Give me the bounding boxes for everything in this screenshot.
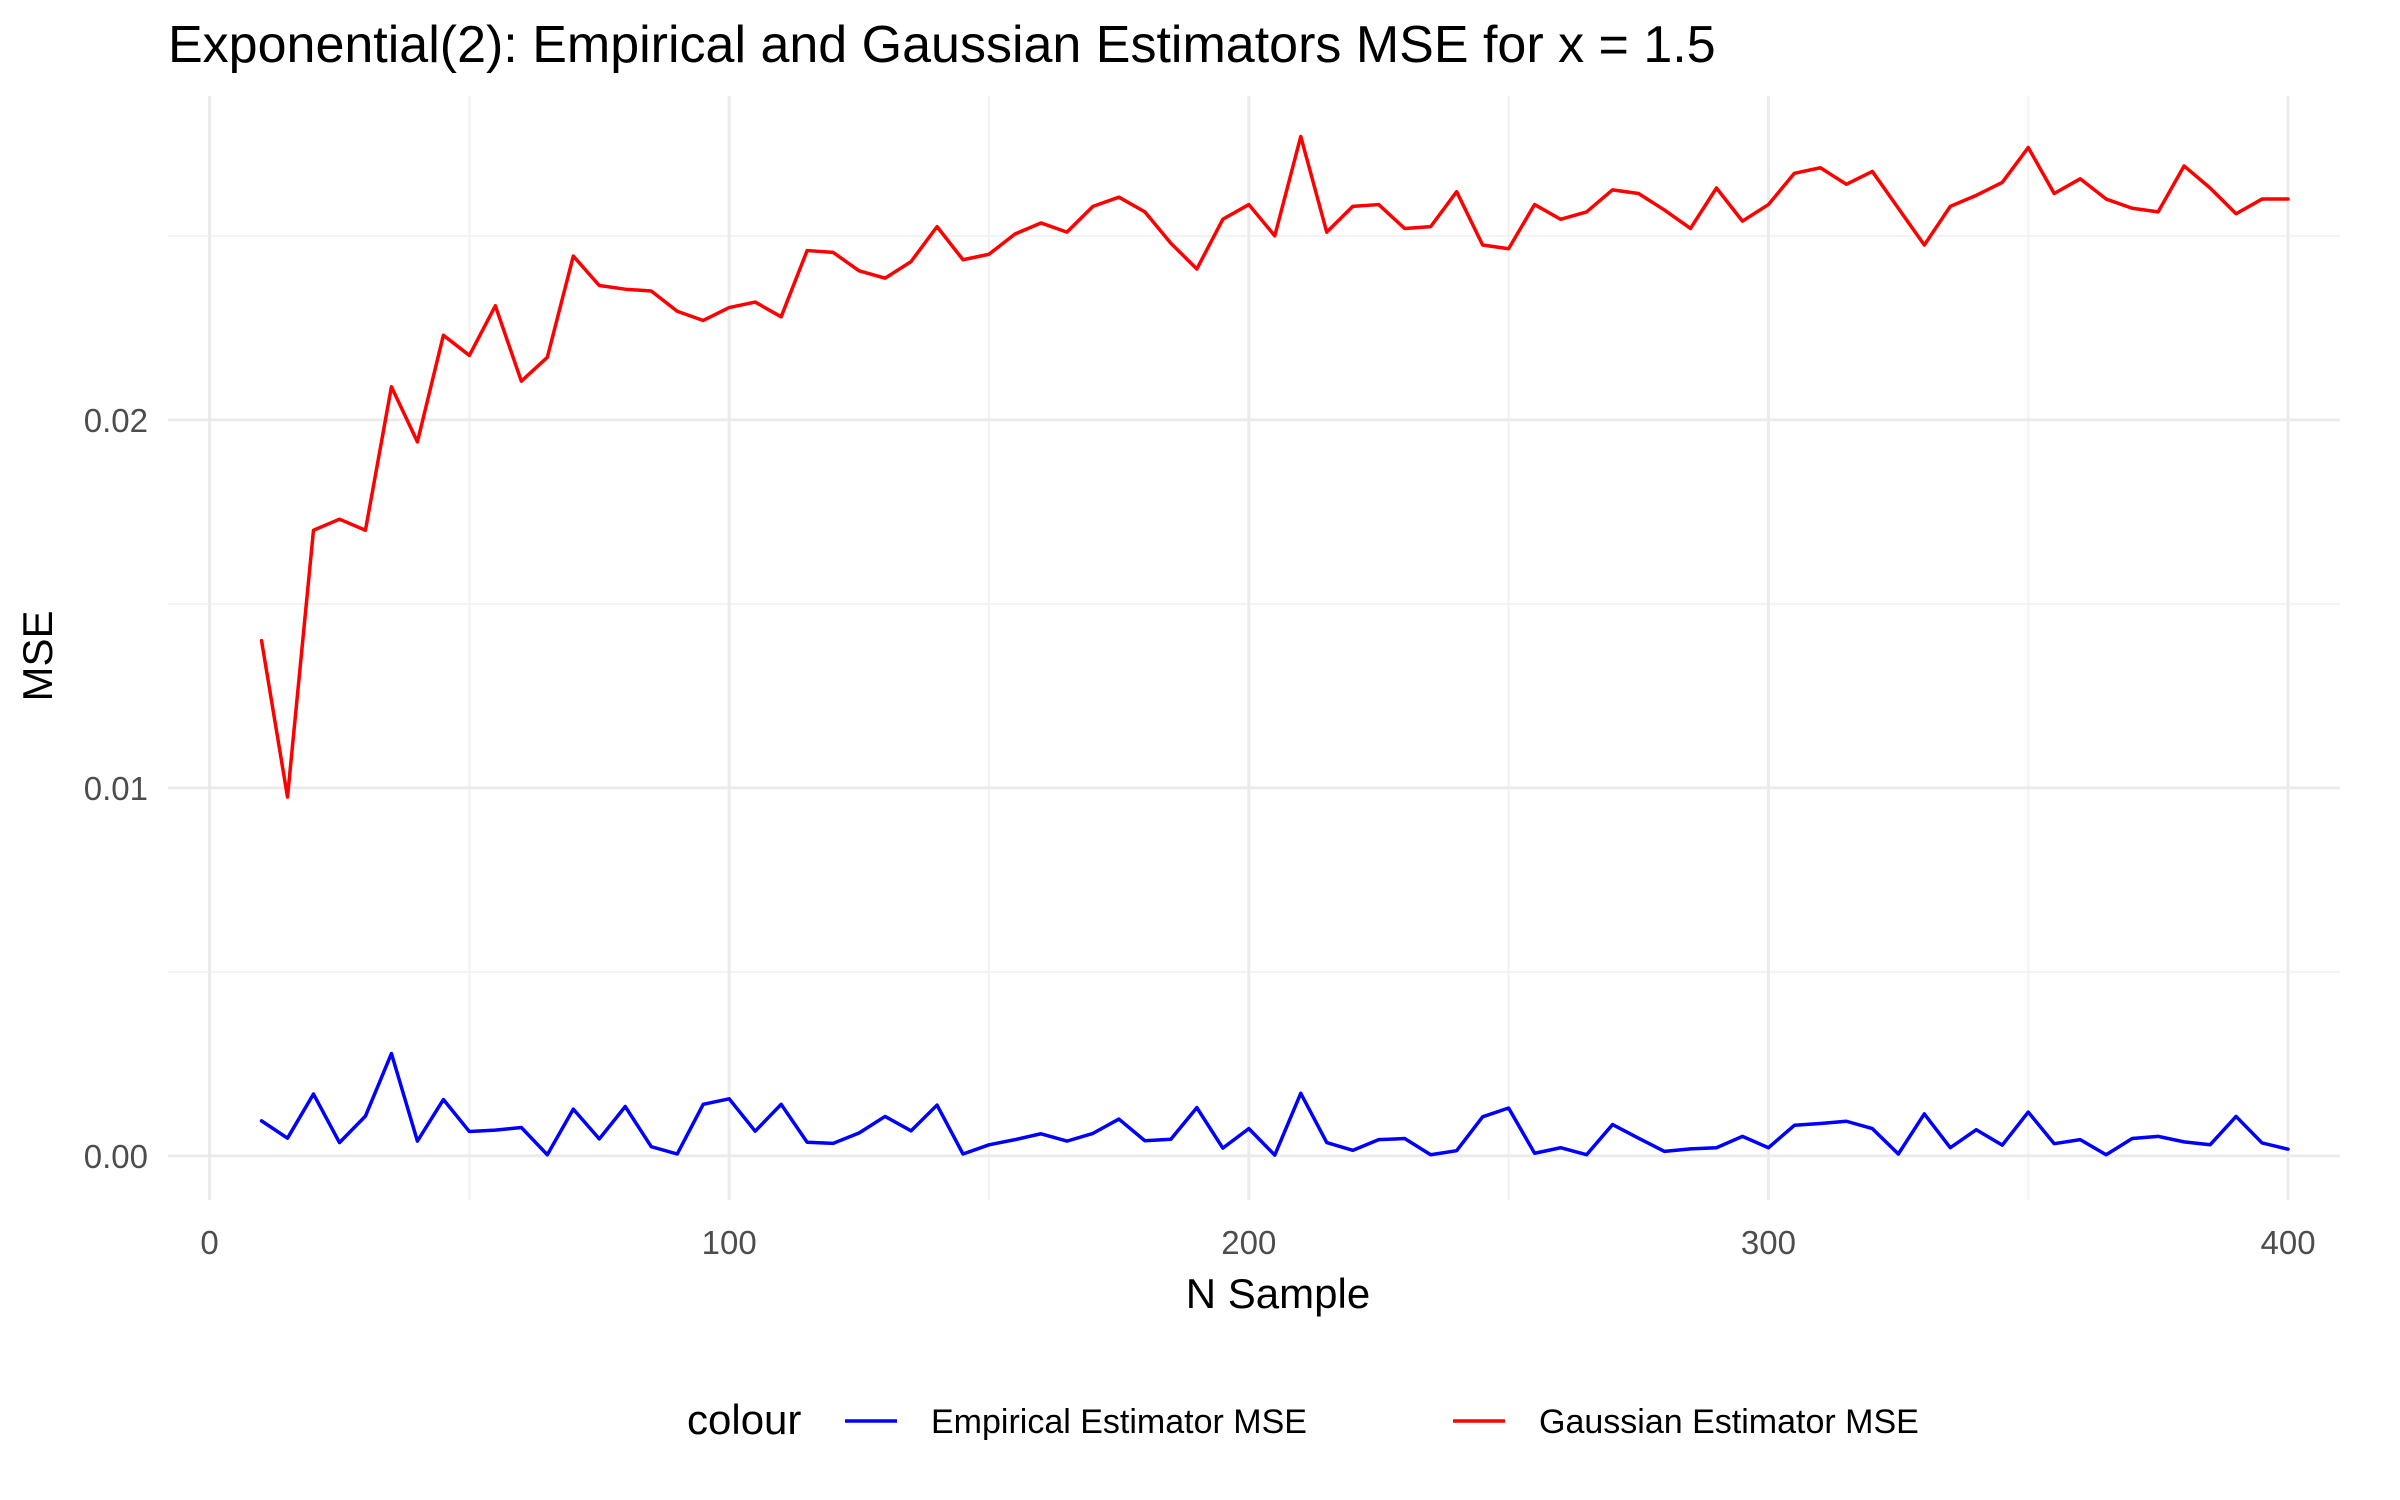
y-tick-label: 0.00 xyxy=(84,1138,148,1175)
legend-label-empirical-estimator-mse: Empirical Estimator MSE xyxy=(931,1403,1307,1441)
x-tick-label: 400 xyxy=(2261,1224,2316,1261)
y-tick-label: 0.01 xyxy=(84,770,148,807)
x-axis-title: N Sample xyxy=(1186,1270,1370,1317)
x-tick-label: 200 xyxy=(1221,1224,1276,1261)
series-line-empirical-estimator-mse xyxy=(259,1051,2290,1157)
x-tick-label: 0 xyxy=(200,1224,218,1261)
series-lines xyxy=(259,134,2290,1157)
legend-label-gaussian-estimator-mse: Gaussian Estimator MSE xyxy=(1539,1403,1919,1441)
legend-title: colour xyxy=(687,1396,801,1443)
y-tick-label: 0.02 xyxy=(84,402,148,439)
axis-ticks: 0 100 200 300 400 0.00 0.01 0.02 xyxy=(84,402,2316,1261)
legend-items: Empirical Estimator MSE Gaussian Estimato… xyxy=(845,1403,1919,1441)
x-tick-label: 100 xyxy=(702,1224,757,1261)
y-axis-title: MSE xyxy=(14,610,61,701)
series-line-gaussian-estimator-mse xyxy=(259,134,2290,799)
grid xyxy=(168,96,2340,1200)
chart-title: Exponential(2): Empirical and Gaussian E… xyxy=(168,16,1716,74)
x-tick-label: 300 xyxy=(1741,1224,1796,1261)
legend: colour Empirical Estimator MSE Gaussian E… xyxy=(687,1396,1919,1443)
